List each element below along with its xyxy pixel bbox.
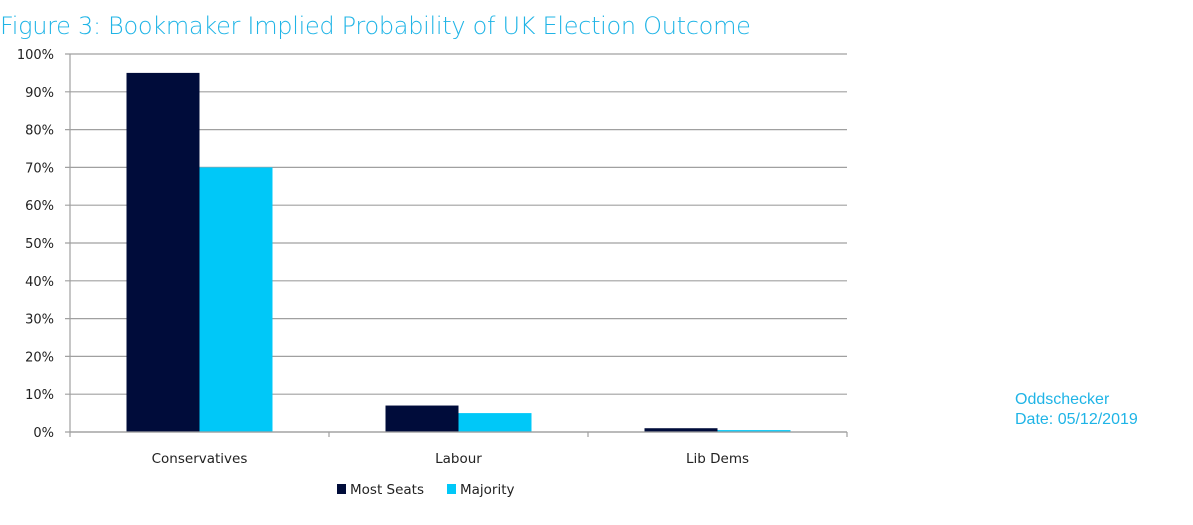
y-tick-label: 90% (25, 86, 54, 101)
y-tick-label: 50% (25, 237, 54, 252)
bar-majority (717, 430, 791, 432)
x-category-label: Lib Dems (686, 451, 749, 467)
y-tick-label: 80% (25, 124, 54, 139)
y-tick-label: 100% (17, 48, 54, 63)
y-tick-label: 60% (25, 199, 54, 214)
bar-most-seats (385, 405, 459, 432)
x-category-label: Conservatives (152, 451, 248, 467)
x-category-label: Labour (435, 451, 482, 467)
legend-label: Most Seats (350, 482, 424, 498)
bar-majority (458, 413, 532, 432)
bar-majority (199, 167, 273, 432)
y-tick-label: 30% (25, 313, 54, 328)
source-date: Date: 05/12/2019 (1015, 411, 1138, 428)
bar-most-seats (126, 72, 200, 433)
source-note: Oddschecker Date: 05/12/2019 (1015, 390, 1138, 430)
y-tick-label: 20% (25, 350, 54, 365)
y-tick-label: 70% (25, 161, 54, 176)
y-tick-label: 40% (25, 275, 54, 290)
chart-title: Figure 3: Bookmaker Implied Probability … (0, 12, 751, 40)
source-name: Oddschecker (1015, 391, 1110, 408)
legend-label: Majority (460, 482, 515, 498)
y-tick-label: 10% (25, 388, 54, 403)
y-tick-label: 0% (33, 426, 54, 441)
legend-swatch (337, 484, 346, 494)
legend-swatch (447, 484, 456, 494)
bar-most-seats (644, 428, 718, 432)
